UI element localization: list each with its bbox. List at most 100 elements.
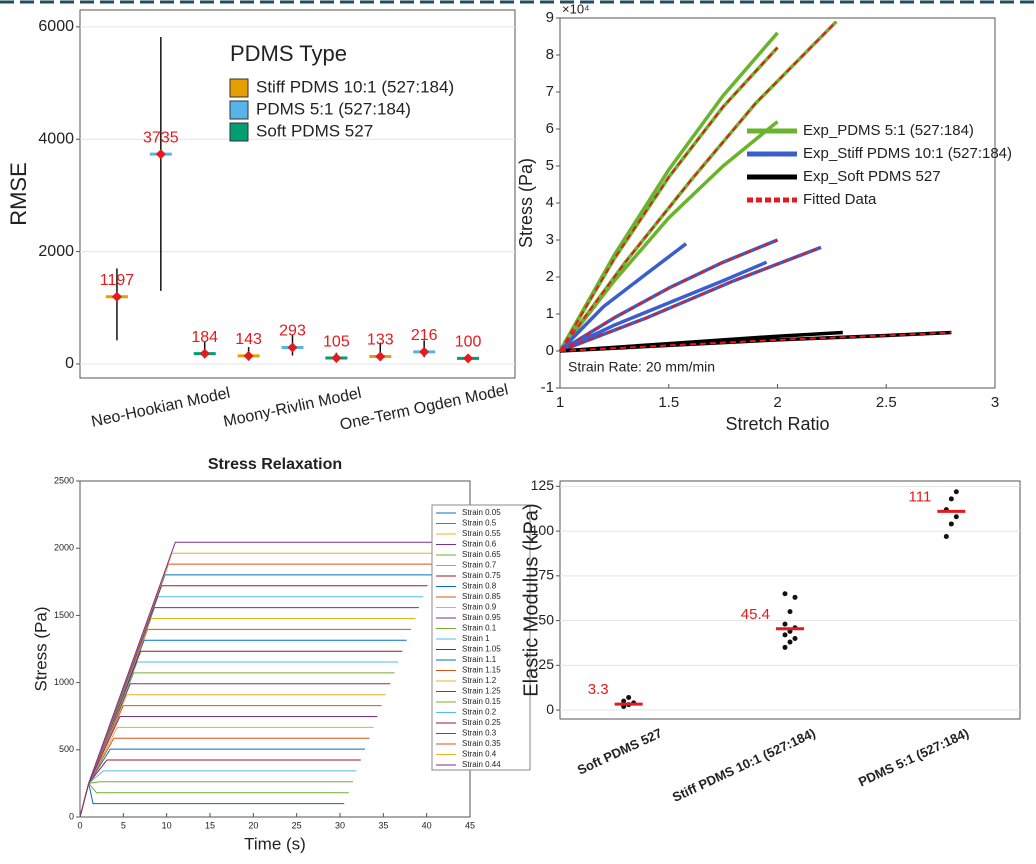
legend-label: Strain 0.7 — [462, 561, 497, 570]
x-tick-label: 1.5 — [658, 394, 679, 411]
y-axis-label: RMSE — [6, 162, 31, 226]
x-axis-label: Stretch Ratio — [725, 414, 829, 434]
legend-label: Strain 0.4 — [462, 750, 497, 759]
legend-title: PDMS Type — [230, 41, 347, 66]
legend-label: Strain 0.55 — [462, 529, 501, 538]
legend-label: Strain 0.44 — [462, 760, 501, 769]
series-line — [79, 759, 361, 818]
x-tick-label: Stiff PDMS 10:1 (527:184) — [670, 725, 818, 805]
y-tick-label: 2500 — [54, 475, 74, 485]
legend-swatch — [229, 122, 249, 142]
x-tick-label: 1 — [556, 394, 564, 411]
data-point — [621, 698, 627, 704]
legend-label: Strain 1.1 — [462, 655, 497, 664]
series-line — [79, 782, 349, 818]
y-tick-label: 25 — [538, 656, 554, 672]
y-tick-label: 9 — [546, 9, 554, 26]
y-tick-label: 75 — [538, 567, 554, 583]
legend-label: Strain 1.05 — [462, 645, 501, 654]
y-tick-label: 100 — [531, 522, 555, 538]
legend-label: Strain 1.25 — [462, 687, 501, 696]
data-point — [787, 639, 793, 645]
y-tick-label: -1 — [541, 379, 554, 396]
legend-label: Exp_Soft PDMS 527 — [803, 168, 941, 185]
data-point — [953, 514, 959, 520]
data-point — [943, 533, 949, 539]
legend-label: Stiff PDMS 10:1 (527:184) — [256, 77, 454, 96]
y-tick-label: 2000 — [54, 543, 74, 553]
legend-label: Strain 0.25 — [462, 718, 501, 727]
series-line — [79, 694, 386, 818]
mean-marker — [331, 353, 342, 364]
y-tick-label: 6000 — [38, 18, 74, 35]
y-tick-label: 1000 — [54, 677, 74, 687]
data-point — [782, 591, 788, 597]
series-line — [79, 585, 428, 818]
y-tick-label: 8 — [546, 46, 554, 63]
series-line — [79, 770, 357, 818]
value-label: 111 — [909, 488, 932, 505]
series-line — [79, 541, 444, 818]
y-tick-label: 3 — [546, 231, 554, 248]
x-tick-label: 10 — [162, 820, 172, 830]
value-label: 293 — [279, 323, 306, 340]
mean-marker — [287, 342, 298, 353]
annotation: Strain Rate: 20 mm/min — [568, 359, 715, 375]
x-tick-label: PDMS 5:1 (527:184) — [856, 725, 971, 789]
series-line — [79, 782, 345, 818]
x-tick-label: 30 — [335, 820, 345, 830]
y-tick-label: 0 — [65, 355, 74, 372]
series-line — [79, 552, 440, 818]
value-label: 184 — [191, 329, 218, 346]
legend-swatch — [229, 78, 249, 98]
plot-frame — [559, 480, 1021, 720]
x-tick-label: 15 — [205, 820, 215, 830]
y-tick-label: 2 — [546, 268, 554, 285]
legend-label: Exp_Stiff PDMS 10:1 (527:184) — [803, 145, 1012, 162]
mean-marker — [155, 149, 166, 160]
series-line — [79, 716, 378, 818]
y-tick-label: 0 — [69, 811, 74, 821]
x-tick-label: Neo-Hookian Model — [90, 385, 232, 431]
legend-label: Strain 0.15 — [462, 697, 501, 706]
y-tick-label: 500 — [59, 744, 74, 754]
x-tick-label: 2.5 — [876, 394, 897, 411]
series-line — [79, 705, 382, 818]
series-line — [79, 639, 407, 818]
y-tick-label: 0 — [546, 342, 554, 359]
series-line — [79, 574, 432, 818]
data-point — [948, 496, 954, 502]
series-line — [79, 607, 419, 818]
value-label: 3735 — [143, 129, 179, 146]
value-label: 45.4 — [741, 606, 770, 623]
y-axis-label: Stress (Pa) — [31, 606, 50, 691]
data-point — [792, 594, 798, 600]
legend-label: Strain 0.75 — [462, 571, 501, 580]
legend-label: Exp_PDMS 5:1 (527:184) — [803, 122, 974, 139]
legend-label: Strain 0.95 — [462, 613, 501, 622]
value-label: 1197 — [100, 272, 135, 289]
legend-label: Fitted Data — [803, 191, 877, 208]
series-line — [558, 20, 838, 353]
value-label: 3.3 — [588, 681, 609, 698]
series-line — [79, 563, 437, 818]
series-line — [79, 781, 353, 818]
legend-label: Strain 0.8 — [462, 582, 497, 591]
data-point — [626, 695, 632, 701]
legend-label: Strain 0.05 — [462, 508, 501, 517]
y-tick-label: 7 — [546, 83, 554, 100]
x-tick-label: 35 — [378, 820, 388, 830]
y-tick-label: 1500 — [54, 610, 74, 620]
mean-marker — [419, 346, 430, 357]
y-tick-label: 6 — [546, 120, 554, 137]
legend-label: Strain 0.3 — [462, 729, 497, 738]
x-tick-label: 5 — [121, 820, 126, 830]
value-label: 100 — [455, 334, 482, 351]
legend-label: PDMS 5:1 (527:184) — [256, 99, 411, 118]
y-tick-label: 1 — [546, 305, 554, 322]
data-point — [787, 609, 793, 615]
y-scale-label: ×10⁴ — [562, 1, 590, 16]
data-point — [782, 644, 788, 650]
